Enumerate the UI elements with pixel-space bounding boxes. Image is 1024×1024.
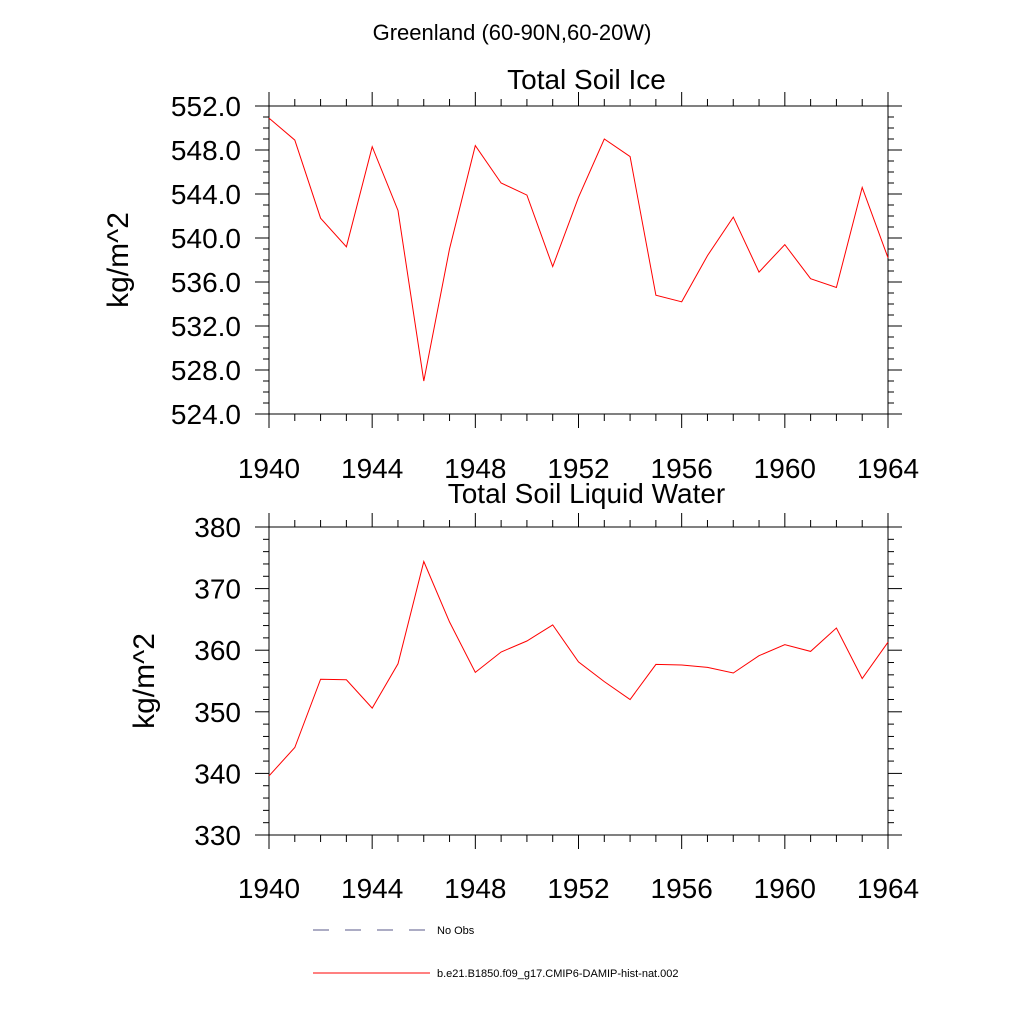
legend-label-2: b.e21.B1850.f09_g17.CMIP6-DAMIP-hist-nat…: [437, 968, 679, 980]
y-tick-label: 380: [194, 512, 241, 543]
x-tick-label: 1948: [444, 873, 506, 904]
y-axis-label: kg/m^2: [128, 633, 161, 729]
y-tick-label: 544.0: [171, 179, 241, 210]
x-tick-label: 1944: [341, 873, 403, 904]
y-tick-label: 350: [194, 697, 241, 728]
x-tick-label: 1952: [547, 873, 609, 904]
legend-label-1: No Obs: [437, 925, 475, 937]
x-tick-label: 1960: [754, 873, 816, 904]
x-tick-label: 1940: [238, 453, 300, 484]
x-tick-label: 1944: [341, 453, 403, 484]
y-tick-label: 548.0: [171, 135, 241, 166]
chart-panel-2: Total Soil Liquid Water kg/m^2 330 340 350 36…: [128, 478, 919, 904]
x-tick-label: 1948: [444, 453, 506, 484]
chart-panel-1: Total Soil Ice kg/m^2 524.0 528.0 532.0 536.0…: [102, 64, 919, 484]
x-tick-label: 1956: [651, 873, 713, 904]
x-tick-label: 1964: [857, 873, 919, 904]
y-tick-label: 528.0: [171, 355, 241, 386]
figure-title: Greenland (60-90N,60-20W): [373, 20, 652, 45]
legend: No Obs b.e21.B1850.f09_g17.CMIP6-DAMIP-hi…: [313, 925, 679, 980]
x-tick-label: 1956: [651, 453, 713, 484]
y-tick-label: 330: [194, 820, 241, 851]
y-tick-label: 370: [194, 574, 241, 605]
y-tick-label: 340: [194, 758, 241, 789]
y-tick-label: 532.0: [171, 311, 241, 342]
x-tick-label: 1964: [857, 453, 919, 484]
chart-panels: Total Soil Ice kg/m^2 524.0 528.0 532.0 536.0…: [102, 64, 919, 904]
y-tick-label: 360: [194, 635, 241, 666]
chart-title: Total Soil Liquid Water: [448, 478, 726, 509]
y-tick-label: 540.0: [171, 223, 241, 254]
y-tick-label: 536.0: [171, 267, 241, 298]
x-tick-label: 1960: [754, 453, 816, 484]
x-tick-label: 1952: [547, 453, 609, 484]
x-tick-label: 1940: [238, 873, 300, 904]
chart-title: Total Soil Ice: [507, 64, 666, 95]
y-axis-label: kg/m^2: [102, 212, 135, 308]
y-tick-label: 524.0: [171, 399, 241, 430]
y-tick-label: 552.0: [171, 91, 241, 122]
